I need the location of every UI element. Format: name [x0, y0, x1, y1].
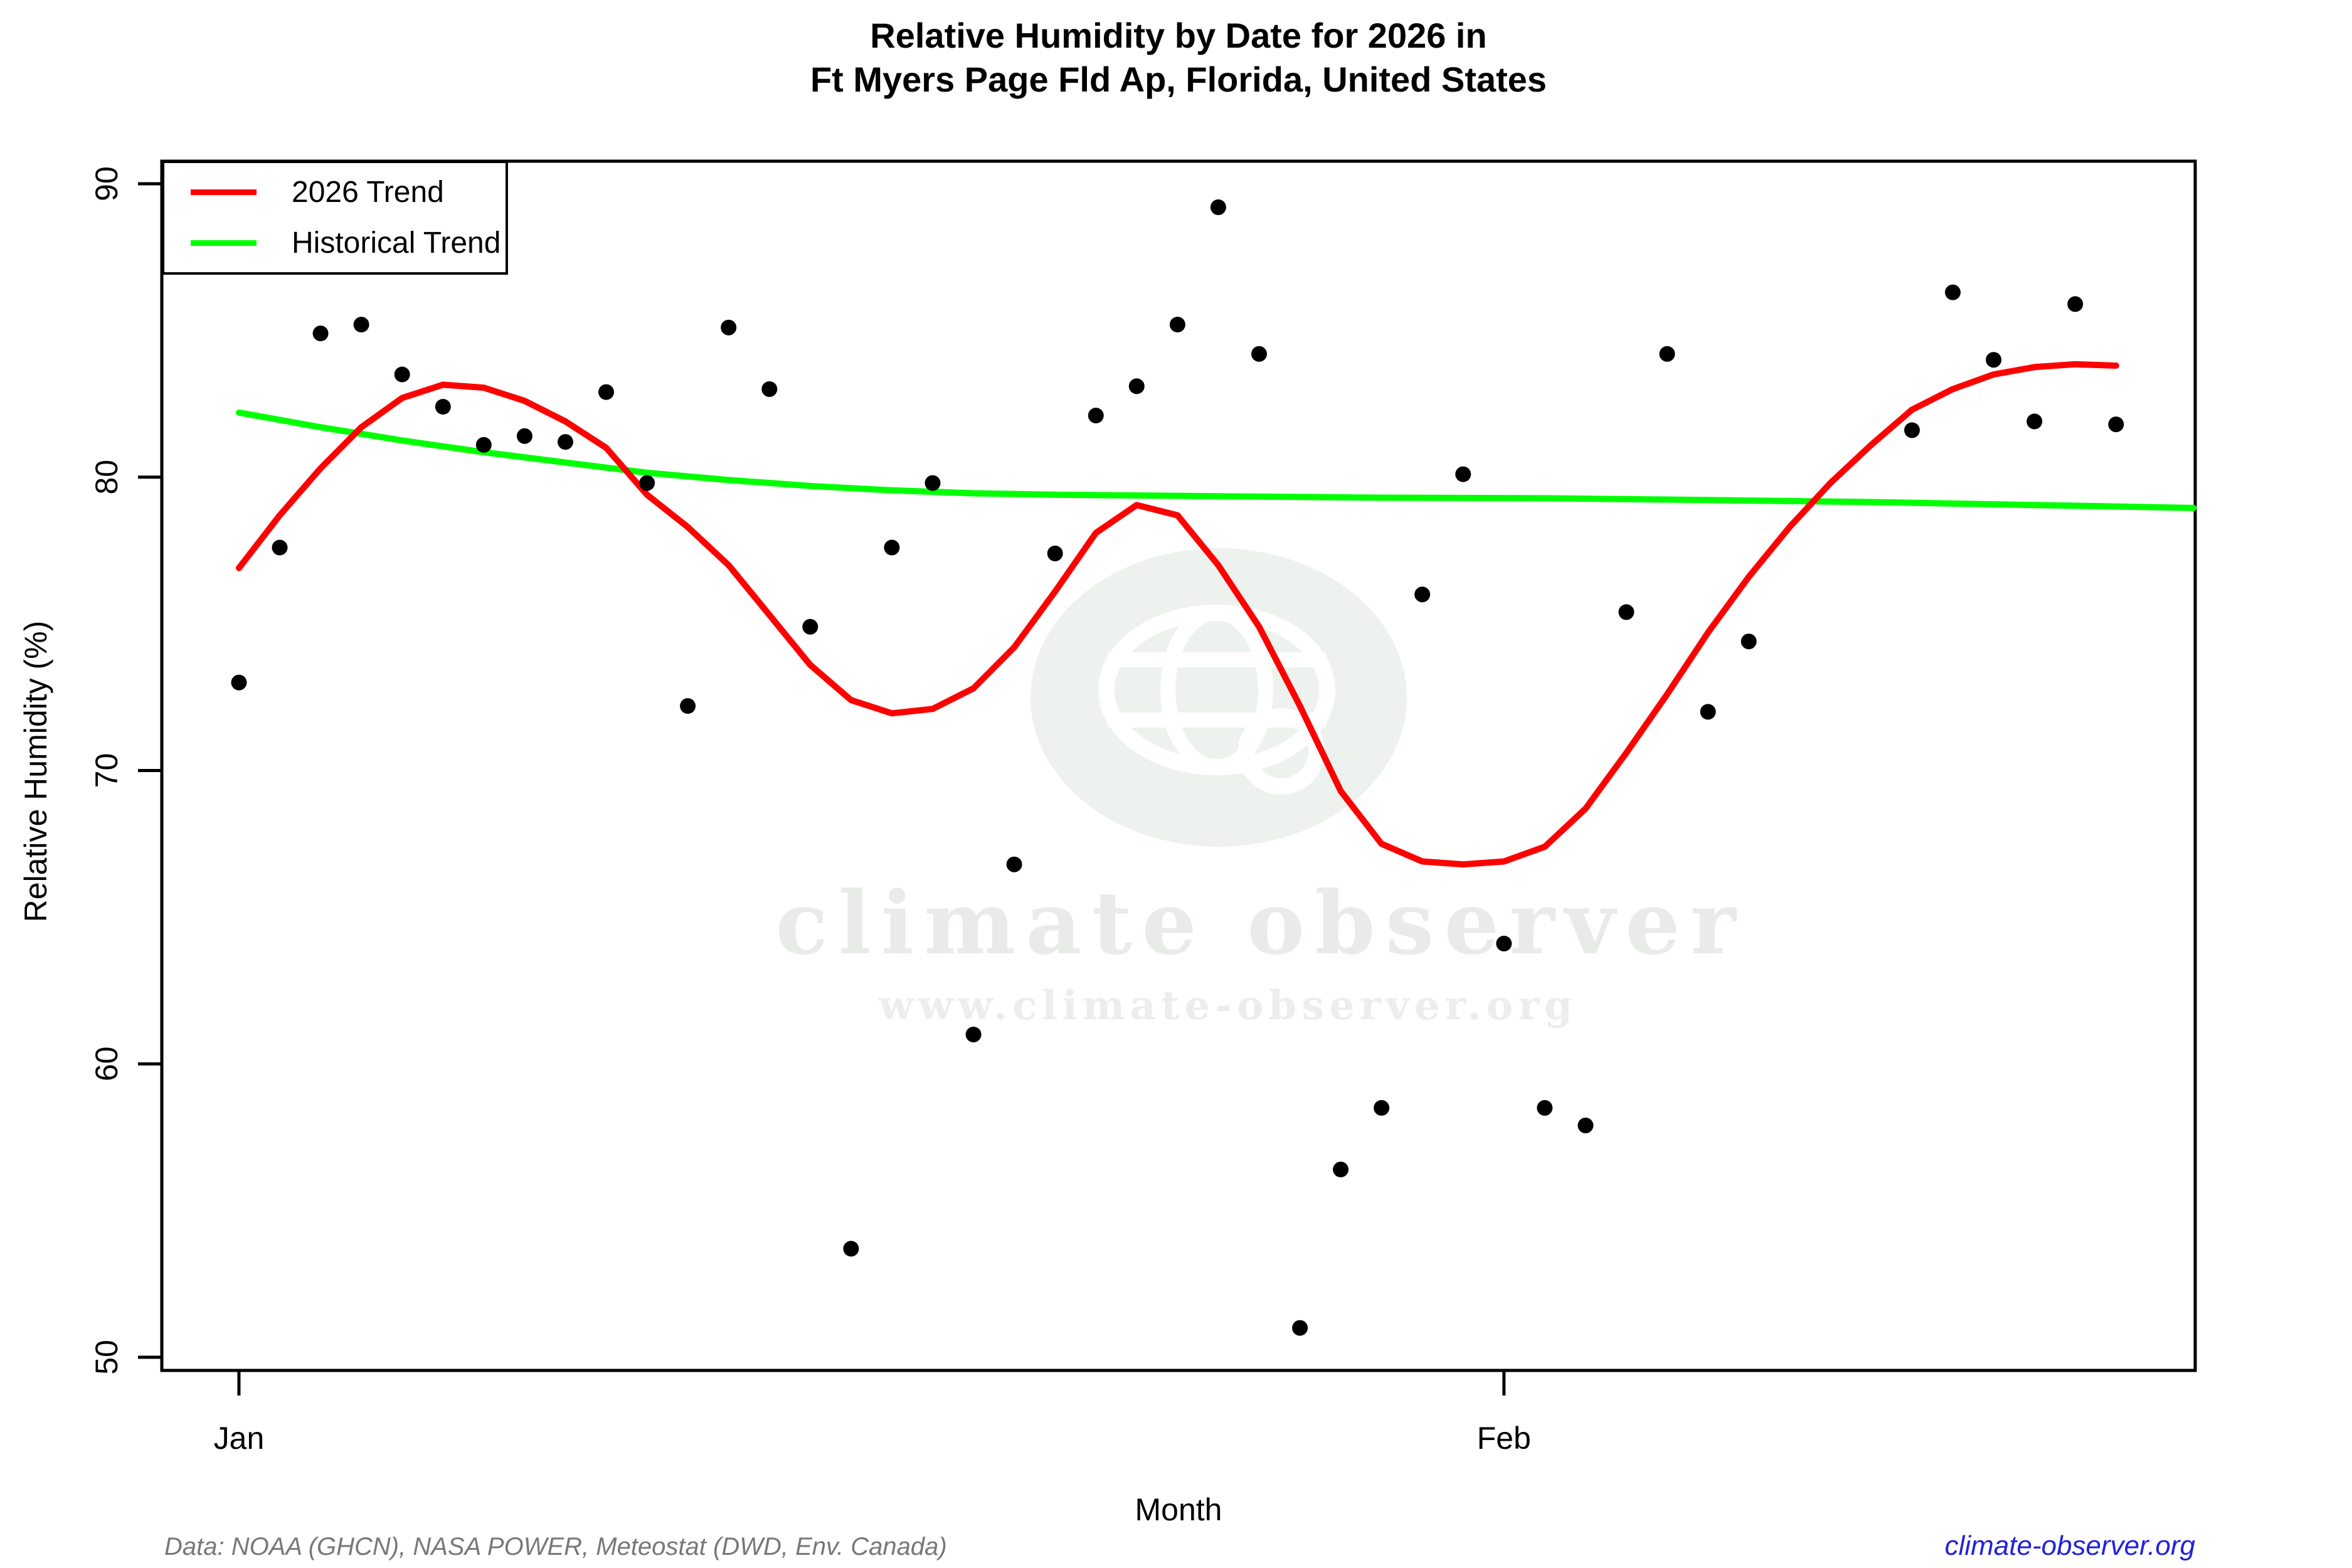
data-point: [761, 381, 778, 397]
data-point: [558, 434, 573, 450]
data-point: [1986, 352, 2002, 368]
legend: 2026 Trend Historical Trend: [162, 161, 508, 275]
trend-historical-line-swatch-icon: [191, 240, 257, 246]
data-point: [1537, 1099, 1553, 1116]
legend-item-2026-trend: 2026 Trend: [191, 175, 506, 209]
data-point: [353, 317, 369, 332]
data-point: [1128, 378, 1145, 395]
x-tick-label: Jan: [214, 1421, 265, 1456]
data-point: [1577, 1117, 1594, 1133]
plot-border: [160, 159, 2197, 1372]
data-point: [394, 366, 410, 383]
data-point: [2108, 416, 2124, 433]
data-point: [1904, 422, 1920, 438]
data-source-note: Data: NOAA (GHCN), NASA POWER, Meteostat…: [164, 1533, 947, 1560]
data-point: [1251, 346, 1267, 362]
data-point: [965, 1026, 982, 1042]
watermark-url-text: www.climate-observer.org: [878, 982, 1577, 1029]
chart-title-line1: Relative Humidity by Date for 2026 in: [870, 16, 1487, 55]
x-axis-title: Month: [1135, 1492, 1222, 1527]
data-point: [1210, 199, 1226, 215]
data-point: [598, 384, 614, 400]
data-point: [475, 437, 492, 453]
trend-line-historical: [236, 409, 2197, 511]
data-point: [843, 1241, 859, 1257]
data-point: [1455, 466, 1471, 482]
data-point: [639, 475, 655, 491]
y-tick-label: 50: [89, 1340, 124, 1375]
y-tick-label: 80: [89, 460, 124, 495]
trend-line-2026: [236, 361, 2119, 868]
data-point: [516, 428, 532, 444]
data-point: [2067, 296, 2084, 312]
legend-label: Historical Trend: [292, 226, 501, 260]
watermark-brand-text: climate observer: [775, 872, 1745, 974]
chart-title-line2: Ft Myers Page Fld Ap, Florida, United St…: [810, 60, 1547, 99]
globe-meridian-icon: [1160, 605, 1273, 775]
y-tick-label: 70: [89, 753, 124, 788]
trend-2026-line-swatch-icon: [191, 189, 257, 195]
y-axis-title: Relative Humidity (%): [18, 620, 53, 923]
x-tick-label: Feb: [1477, 1421, 1531, 1456]
data-point: [1374, 1099, 1390, 1116]
data-point: [1006, 856, 1022, 872]
data-point: [231, 674, 247, 691]
data-point: [1740, 633, 1757, 650]
data-point: [1945, 284, 1961, 300]
data-point: [802, 618, 818, 635]
data-point: [1292, 1320, 1308, 1336]
data-point: [680, 698, 696, 714]
legend-label: 2026 Trend: [292, 176, 444, 209]
data-point: [1496, 935, 1512, 951]
data-point: [1047, 545, 1063, 561]
data-point: [1169, 317, 1185, 332]
data-point: [2026, 413, 2043, 430]
globe-small-circle-icon: [1238, 708, 1325, 795]
site-link[interactable]: climate-observer.org: [1944, 1530, 2195, 1561]
data-point: [272, 539, 288, 556]
data-point: [884, 539, 900, 556]
legend-item-historical-trend: Historical Trend: [191, 226, 506, 260]
data-point: [1414, 586, 1431, 603]
data-point: [1659, 346, 1675, 362]
data-point: [1700, 704, 1716, 720]
y-tick-label: 90: [89, 166, 124, 201]
chart-title: Relative Humidity by Date for 2026 in Ft…: [162, 14, 2195, 102]
data-point: [435, 399, 451, 415]
data-point: [1618, 604, 1634, 620]
data-point: [1088, 408, 1104, 423]
data-point: [924, 475, 941, 491]
y-tick-label: 60: [89, 1046, 124, 1081]
data-point: [1333, 1162, 1349, 1178]
data-point: [721, 319, 737, 336]
data-point: [312, 326, 329, 342]
